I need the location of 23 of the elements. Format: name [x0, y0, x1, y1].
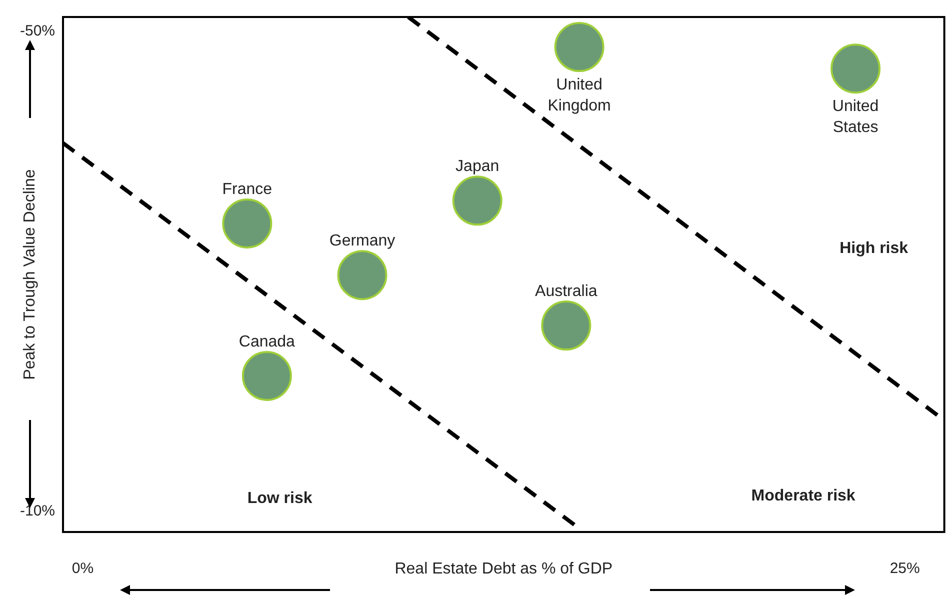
- annotation: Low risk: [247, 490, 312, 507]
- point: [554, 22, 604, 72]
- y-axis-title: Peak to Trough Value Decline: [21, 169, 38, 380]
- annotation: High risk: [840, 240, 908, 258]
- point: [830, 44, 881, 94]
- point: [541, 300, 592, 351]
- series-label: France: [222, 180, 272, 198]
- point: [222, 198, 272, 248]
- y-tick-label: -50%: [20, 22, 56, 40]
- point: [452, 176, 502, 226]
- x-axis-title: Real Estate Debt as % of GDP: [394, 560, 613, 578]
- series-label: United States: [832, 98, 879, 136]
- x-tick-label: 0%: [72, 560, 94, 578]
- series-label: United Kingdom: [548, 76, 611, 114]
- point: [337, 250, 388, 300]
- y-tick-label: -10%: [20, 502, 56, 520]
- series-label: Canada: [238, 333, 296, 350]
- series-label: Australia: [535, 282, 598, 300]
- x-tick-label: 25%: [890, 560, 920, 578]
- annotation: Moderate risk: [751, 487, 856, 504]
- point: [242, 350, 292, 401]
- series-label: Japan: [456, 158, 500, 176]
- series-label: Germany: [329, 232, 396, 250]
